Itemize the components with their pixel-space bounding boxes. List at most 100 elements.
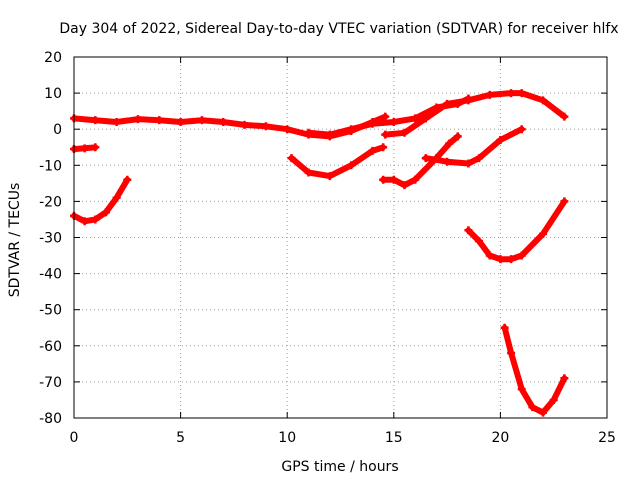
data-point bbox=[287, 154, 296, 163]
data-point bbox=[325, 172, 334, 181]
data-point bbox=[261, 122, 270, 131]
data-point bbox=[517, 385, 526, 394]
data-point bbox=[485, 90, 494, 99]
series-arc-1 bbox=[70, 112, 390, 141]
data-point bbox=[389, 117, 398, 126]
data-point bbox=[453, 132, 462, 141]
data-point bbox=[496, 136, 505, 145]
series-arc-8 bbox=[421, 125, 526, 168]
data-point bbox=[101, 208, 110, 217]
chart-title: Day 304 of 2022, Sidereal Day-to-day VTE… bbox=[59, 21, 618, 37]
y-tick-label: 10 bbox=[44, 86, 62, 102]
y-tick-label: -70 bbox=[39, 375, 62, 391]
data-point bbox=[347, 125, 356, 134]
y-tick-label: 20 bbox=[44, 50, 62, 66]
data-point bbox=[91, 143, 100, 152]
data-point bbox=[560, 197, 569, 206]
data-point bbox=[539, 408, 548, 417]
data-point bbox=[112, 117, 121, 126]
y-ticks: 20 10 0 -10 -20 -30 -40 -50 -60 -70 -80 bbox=[39, 50, 607, 427]
x-tick-label: 5 bbox=[176, 430, 185, 446]
data-point bbox=[528, 403, 537, 412]
series-arc-9 bbox=[464, 197, 569, 264]
x-tick-label: 10 bbox=[278, 430, 296, 446]
data-point bbox=[381, 112, 390, 121]
data-point bbox=[379, 143, 388, 152]
data-point bbox=[421, 154, 430, 163]
data-point bbox=[91, 116, 100, 125]
data-point bbox=[133, 115, 142, 124]
data-point bbox=[485, 251, 494, 260]
y-tick-label: -20 bbox=[39, 194, 62, 210]
data-point bbox=[517, 89, 526, 98]
data-points bbox=[70, 89, 569, 417]
data-point bbox=[464, 159, 473, 168]
data-point bbox=[507, 255, 516, 264]
data-point bbox=[411, 175, 420, 184]
data-point bbox=[411, 114, 420, 123]
data-point bbox=[560, 374, 569, 383]
y-axis-label: SDTVAR / TECUs bbox=[7, 183, 23, 298]
data-point bbox=[283, 125, 292, 134]
series-arc-5 bbox=[70, 175, 132, 226]
y-tick-label: -60 bbox=[39, 339, 62, 355]
data-point bbox=[517, 251, 526, 260]
data-point bbox=[517, 125, 526, 134]
data-point bbox=[240, 120, 249, 129]
data-point bbox=[507, 89, 516, 98]
data-point bbox=[539, 96, 548, 105]
data-point bbox=[304, 128, 313, 137]
grid bbox=[74, 57, 607, 418]
data-point bbox=[475, 237, 484, 246]
data-point bbox=[80, 144, 89, 153]
data-point bbox=[507, 349, 516, 358]
data-point bbox=[197, 116, 206, 125]
data-point bbox=[539, 229, 548, 238]
data-point bbox=[421, 114, 430, 123]
data-point bbox=[389, 175, 398, 184]
y-tick-label: -30 bbox=[39, 231, 62, 247]
data-point bbox=[176, 117, 185, 126]
data-point bbox=[443, 99, 452, 108]
data-point bbox=[500, 323, 509, 332]
data-point bbox=[496, 255, 505, 264]
data-point bbox=[325, 130, 334, 139]
y-tick-label: -80 bbox=[39, 411, 62, 427]
data-point bbox=[368, 119, 377, 128]
x-axis-label: GPS time / hours bbox=[281, 459, 398, 475]
data-point bbox=[123, 175, 132, 184]
data-point bbox=[80, 217, 89, 226]
series-line bbox=[465, 198, 568, 263]
y-tick-label: -40 bbox=[39, 267, 62, 283]
data-point bbox=[464, 226, 473, 235]
data-point bbox=[347, 161, 356, 170]
series-line bbox=[71, 176, 131, 225]
series-arc-3 bbox=[381, 89, 569, 139]
y-tick-label: -10 bbox=[39, 158, 62, 174]
data-point bbox=[91, 215, 100, 224]
data-point bbox=[464, 96, 473, 105]
series-line bbox=[382, 90, 568, 138]
data-point bbox=[445, 139, 454, 148]
series-arc-10 bbox=[500, 323, 569, 417]
x-tick-label: 15 bbox=[385, 430, 403, 446]
data-point bbox=[381, 130, 390, 139]
series-arc-6 bbox=[287, 143, 388, 181]
y-tick-label: 0 bbox=[53, 122, 62, 138]
y-tick-label: -50 bbox=[39, 303, 62, 319]
x-tick-label: 20 bbox=[491, 430, 509, 446]
data-point bbox=[443, 157, 452, 166]
data-point bbox=[560, 112, 569, 121]
x-tick-label: 25 bbox=[598, 430, 616, 446]
data-point bbox=[368, 146, 377, 155]
series-line bbox=[422, 126, 525, 167]
plot-frame bbox=[73, 56, 608, 419]
data-point bbox=[475, 154, 484, 163]
data-point bbox=[549, 395, 558, 404]
data-point bbox=[400, 181, 409, 190]
data-point bbox=[304, 168, 313, 177]
data-point bbox=[379, 175, 388, 184]
x-tick-label: 0 bbox=[70, 430, 79, 446]
data-point bbox=[400, 128, 409, 137]
data-point bbox=[155, 116, 164, 125]
